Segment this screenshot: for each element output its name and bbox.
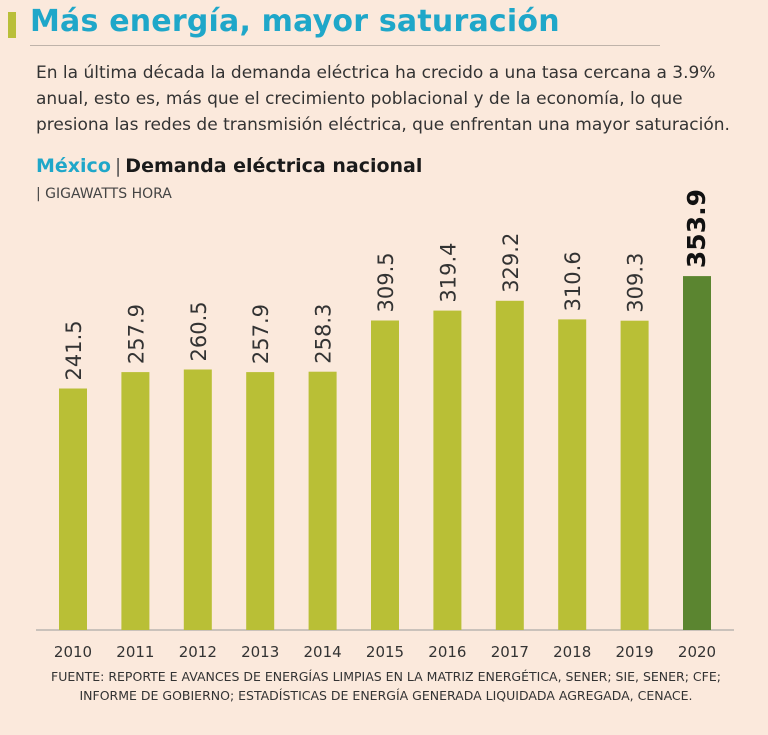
source-note: FUENTE: REPORTE E AVANCES DE ENERGÍAS LI…: [51, 669, 721, 703]
title-accent-bar: [8, 12, 16, 38]
intro-paragraph: En la última década la demanda eléctrica…: [36, 63, 730, 135]
chart-unit-label: | GIGAWATTS HORA: [36, 186, 172, 202]
bar-2010: [59, 388, 87, 630]
x-tick-label-2017: 2017: [491, 643, 529, 661]
value-label-2014: 258.3: [312, 304, 336, 364]
title-divider: [30, 45, 660, 46]
chart-country-label: México: [36, 155, 111, 177]
chart-title-separator: |: [114, 155, 122, 177]
chart-main-title: Demanda eléctrica nacional: [125, 155, 423, 177]
bar-2013: [246, 372, 275, 630]
x-tick-label-2015: 2015: [366, 643, 404, 661]
bar-2019: [620, 320, 649, 630]
bar-2018: [558, 319, 587, 630]
chart-title: México | Demanda eléctrica nacional: [36, 155, 422, 177]
value-label-2015: 309.5: [374, 252, 398, 312]
bar-2011: [121, 372, 150, 630]
page-title: Más energía, mayor saturación: [30, 4, 560, 39]
x-tick-label-2020: 2020: [678, 643, 716, 661]
value-label-2019: 309.3: [624, 253, 648, 313]
value-label-2011: 257.9: [124, 304, 148, 364]
bar-2016: [433, 310, 462, 630]
value-label-2012: 260.5: [187, 301, 211, 361]
value-label-2016: 319.4: [436, 242, 460, 302]
bar-2020: [683, 276, 711, 630]
value-label-2010: 241.5: [62, 320, 86, 380]
bar-2012: [183, 369, 212, 630]
x-tick-label-2014: 2014: [304, 643, 342, 661]
x-tick-label-2016: 2016: [428, 643, 466, 661]
value-label-2018: 310.6: [561, 251, 585, 311]
x-tick-label-2019: 2019: [616, 643, 654, 661]
bar-2015: [371, 320, 399, 630]
value-label-2020: 353.9: [682, 189, 711, 268]
value-label-2013: 257.9: [249, 304, 273, 364]
x-tick-label-2018: 2018: [553, 643, 591, 661]
bar-2017: [495, 300, 524, 630]
bar-2014: [308, 371, 337, 630]
x-tick-label-2013: 2013: [241, 643, 279, 661]
x-tick-label-2011: 2011: [116, 643, 154, 661]
value-label-2017: 329.2: [499, 233, 523, 293]
x-tick-label-2012: 2012: [179, 643, 217, 661]
x-tick-label-2010: 2010: [54, 643, 92, 661]
